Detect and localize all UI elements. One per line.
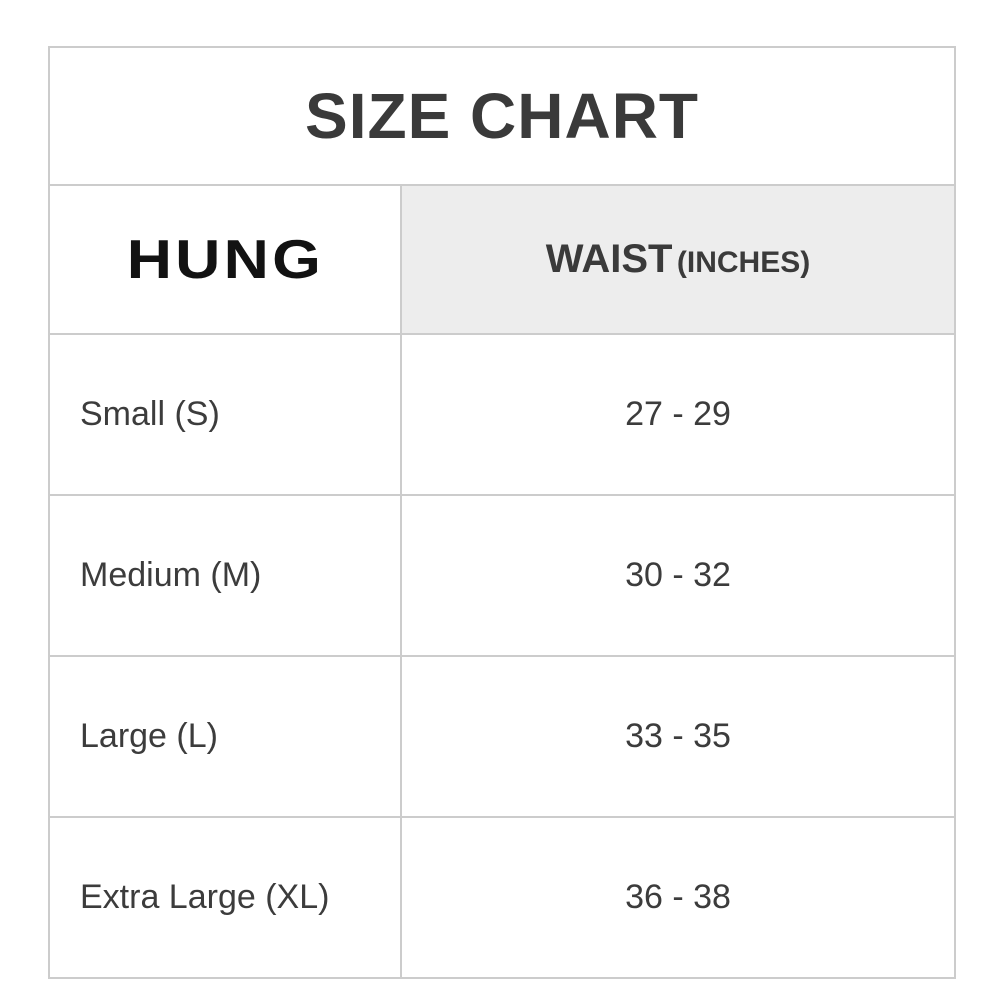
waist-header-unit: (INCHES) — [676, 246, 811, 279]
size-label: Extra Large (XL) — [48, 816, 402, 979]
page-title: SIZE CHART — [305, 80, 699, 152]
waist-value: 30 - 32 — [400, 494, 956, 657]
header-row: HUNG WAIST (INCHES) — [48, 184, 956, 335]
table-row-large: Large (L) 33 - 35 — [48, 655, 956, 818]
waist-header-label: WAIST — [545, 237, 673, 281]
size-label: Large (L) — [48, 655, 402, 818]
title-row: SIZE CHART — [48, 46, 956, 186]
waist-value: 36 - 38 — [400, 816, 956, 979]
table-row-small: Small (S) 27 - 29 — [48, 333, 956, 496]
size-chart-container: SIZE CHART HUNG WAIST (INCHES) Small (S)… — [48, 46, 956, 979]
size-label: Medium (M) — [48, 494, 402, 657]
hung-logo: HUNG — [126, 228, 324, 291]
waist-value: 33 - 35 — [400, 655, 956, 818]
title-cell: SIZE CHART — [48, 46, 956, 186]
waist-column-header: WAIST (INCHES) — [400, 184, 956, 335]
table-row-extra-large: Extra Large (XL) 36 - 38 — [48, 816, 956, 979]
size-label: Small (S) — [48, 333, 402, 496]
waist-value: 27 - 29 — [400, 333, 956, 496]
table-row-medium: Medium (M) 30 - 32 — [48, 494, 956, 657]
size-chart-table: SIZE CHART HUNG WAIST (INCHES) Small (S)… — [48, 46, 956, 979]
brand-logo-cell: HUNG — [48, 184, 402, 335]
